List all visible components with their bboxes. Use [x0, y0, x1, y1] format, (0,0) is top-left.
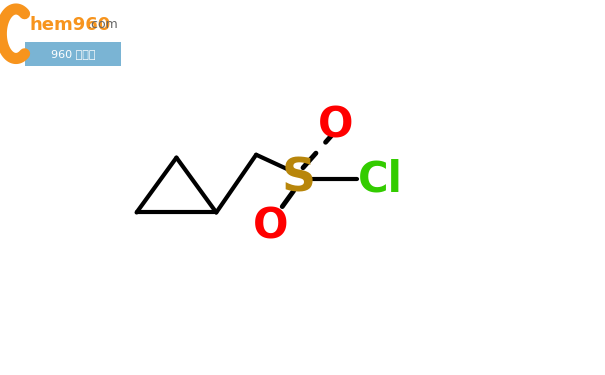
- Text: O: O: [318, 105, 353, 147]
- Text: Cl: Cl: [358, 158, 403, 200]
- Text: S: S: [281, 157, 315, 202]
- FancyBboxPatch shape: [25, 42, 121, 66]
- Text: hem960: hem960: [29, 16, 111, 34]
- Text: 960 化工网: 960 化工网: [51, 49, 96, 59]
- Text: .com: .com: [87, 18, 118, 31]
- Text: O: O: [252, 206, 288, 248]
